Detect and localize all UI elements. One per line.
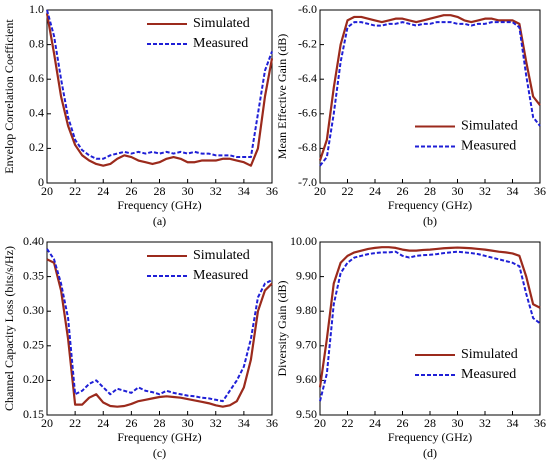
x-tick-label: 34 [507,416,519,430]
y-tick-label: 0.4 [29,106,44,120]
y-tick-label: -7.0 [298,175,317,189]
x-tick-label: 36 [534,184,546,198]
x-tick-label: 22 [342,184,354,198]
y-tick-label: 0.25 [23,338,44,352]
x-tick-label: 36 [266,416,278,430]
caption: (d) [423,446,437,460]
y-tick-label: -6.6 [298,106,317,120]
y-tick-label: -6.0 [298,2,317,16]
y-tick-label: -6.2 [298,36,317,50]
x-tick-label: 24 [369,416,381,430]
series-line [46,258,273,408]
x-tick-label: 34 [238,416,250,430]
x-tick-label: 32 [210,184,222,198]
x-axis-label: Frequency (GHz) [388,430,472,444]
series-line [319,250,541,402]
y-tick-label: 9.90 [296,268,317,282]
x-tick-label: 28 [154,184,166,198]
y-tick-label: 0.6 [29,71,44,85]
x-tick-label: 22 [69,184,81,198]
x-tick-label: 30 [452,416,464,430]
y-tick-label: 9.80 [296,303,317,317]
x-tick-label: 32 [479,184,491,198]
x-tick-label: 36 [534,416,546,430]
y-tick-label: 9.70 [296,338,317,352]
caption: (b) [423,214,437,228]
legend-label: Measured [193,268,248,283]
x-tick-label: 32 [479,416,491,430]
x-tick-label: 26 [125,416,137,430]
y-tick-label: 9.50 [296,407,317,421]
y-tick-label: 0.30 [23,303,44,317]
x-tick-label: 20 [41,416,53,430]
x-axis-label: Frequency (GHz) [117,430,201,444]
series-line [318,14,541,161]
series-line [318,246,541,388]
y-tick-label: 0.35 [23,268,44,282]
x-tick-label: 24 [97,184,109,198]
x-tick-label: 30 [182,184,194,198]
caption: (c) [153,446,166,460]
y-axis-label: Diversity Gain (dB) [275,281,289,377]
x-axis-label: Frequency (GHz) [117,198,201,212]
y-axis-label: Envelop Correlation Coefficient [2,19,16,174]
plot-frame [319,9,541,184]
x-tick-label: 34 [238,184,250,198]
x-tick-label: 20 [314,416,326,430]
y-tick-label: 10.00 [290,234,317,248]
y-tick-label: 0 [38,175,44,189]
x-tick-label: 28 [154,416,166,430]
series-line [46,248,273,403]
plot-frame [319,241,541,416]
legend-label: Simulated [193,16,250,31]
legend-label: Simulated [461,119,518,134]
series-line [46,9,273,160]
legend-label: Measured [461,367,516,382]
x-tick-label: 24 [369,184,381,198]
y-axis-label: Channel Capacity Loss (bits/s/Hz) [2,246,16,411]
series-line [319,21,541,167]
x-tick-label: 26 [397,184,409,198]
y-axis-label: Mean Effective Gain (dB) [275,34,289,159]
legend-label: Measured [461,139,516,154]
x-tick-label: 26 [397,416,409,430]
x-axis-label: Frequency (GHz) [388,198,472,212]
caption: (a) [153,214,166,228]
y-tick-label: 0.20 [23,372,44,386]
x-tick-label: 34 [507,184,519,198]
x-tick-label: 20 [314,184,326,198]
x-tick-label: 24 [97,416,109,430]
y-tick-label: 1.0 [29,2,44,16]
y-tick-label: 0.15 [23,407,44,421]
series-line [45,13,274,167]
y-tick-label: 0.2 [29,140,44,154]
y-tick-label: 9.60 [296,372,317,386]
x-tick-label: 26 [125,184,137,198]
x-tick-label: 22 [342,416,354,430]
x-tick-label: 30 [182,416,194,430]
x-tick-label: 28 [424,416,436,430]
x-tick-label: 28 [424,184,436,198]
y-tick-label: -6.4 [298,71,317,85]
x-tick-label: 36 [266,184,278,198]
x-tick-label: 30 [452,184,464,198]
x-tick-label: 32 [210,416,222,430]
legend-label: Measured [193,36,248,51]
y-tick-label: -6.8 [298,140,317,154]
y-tick-label: 0.8 [29,36,44,50]
x-tick-label: 22 [69,416,81,430]
legend-label: Simulated [193,248,250,263]
y-tick-label: 0.40 [23,234,44,248]
legend-label: Simulated [461,347,518,362]
x-tick-label: 20 [41,184,53,198]
